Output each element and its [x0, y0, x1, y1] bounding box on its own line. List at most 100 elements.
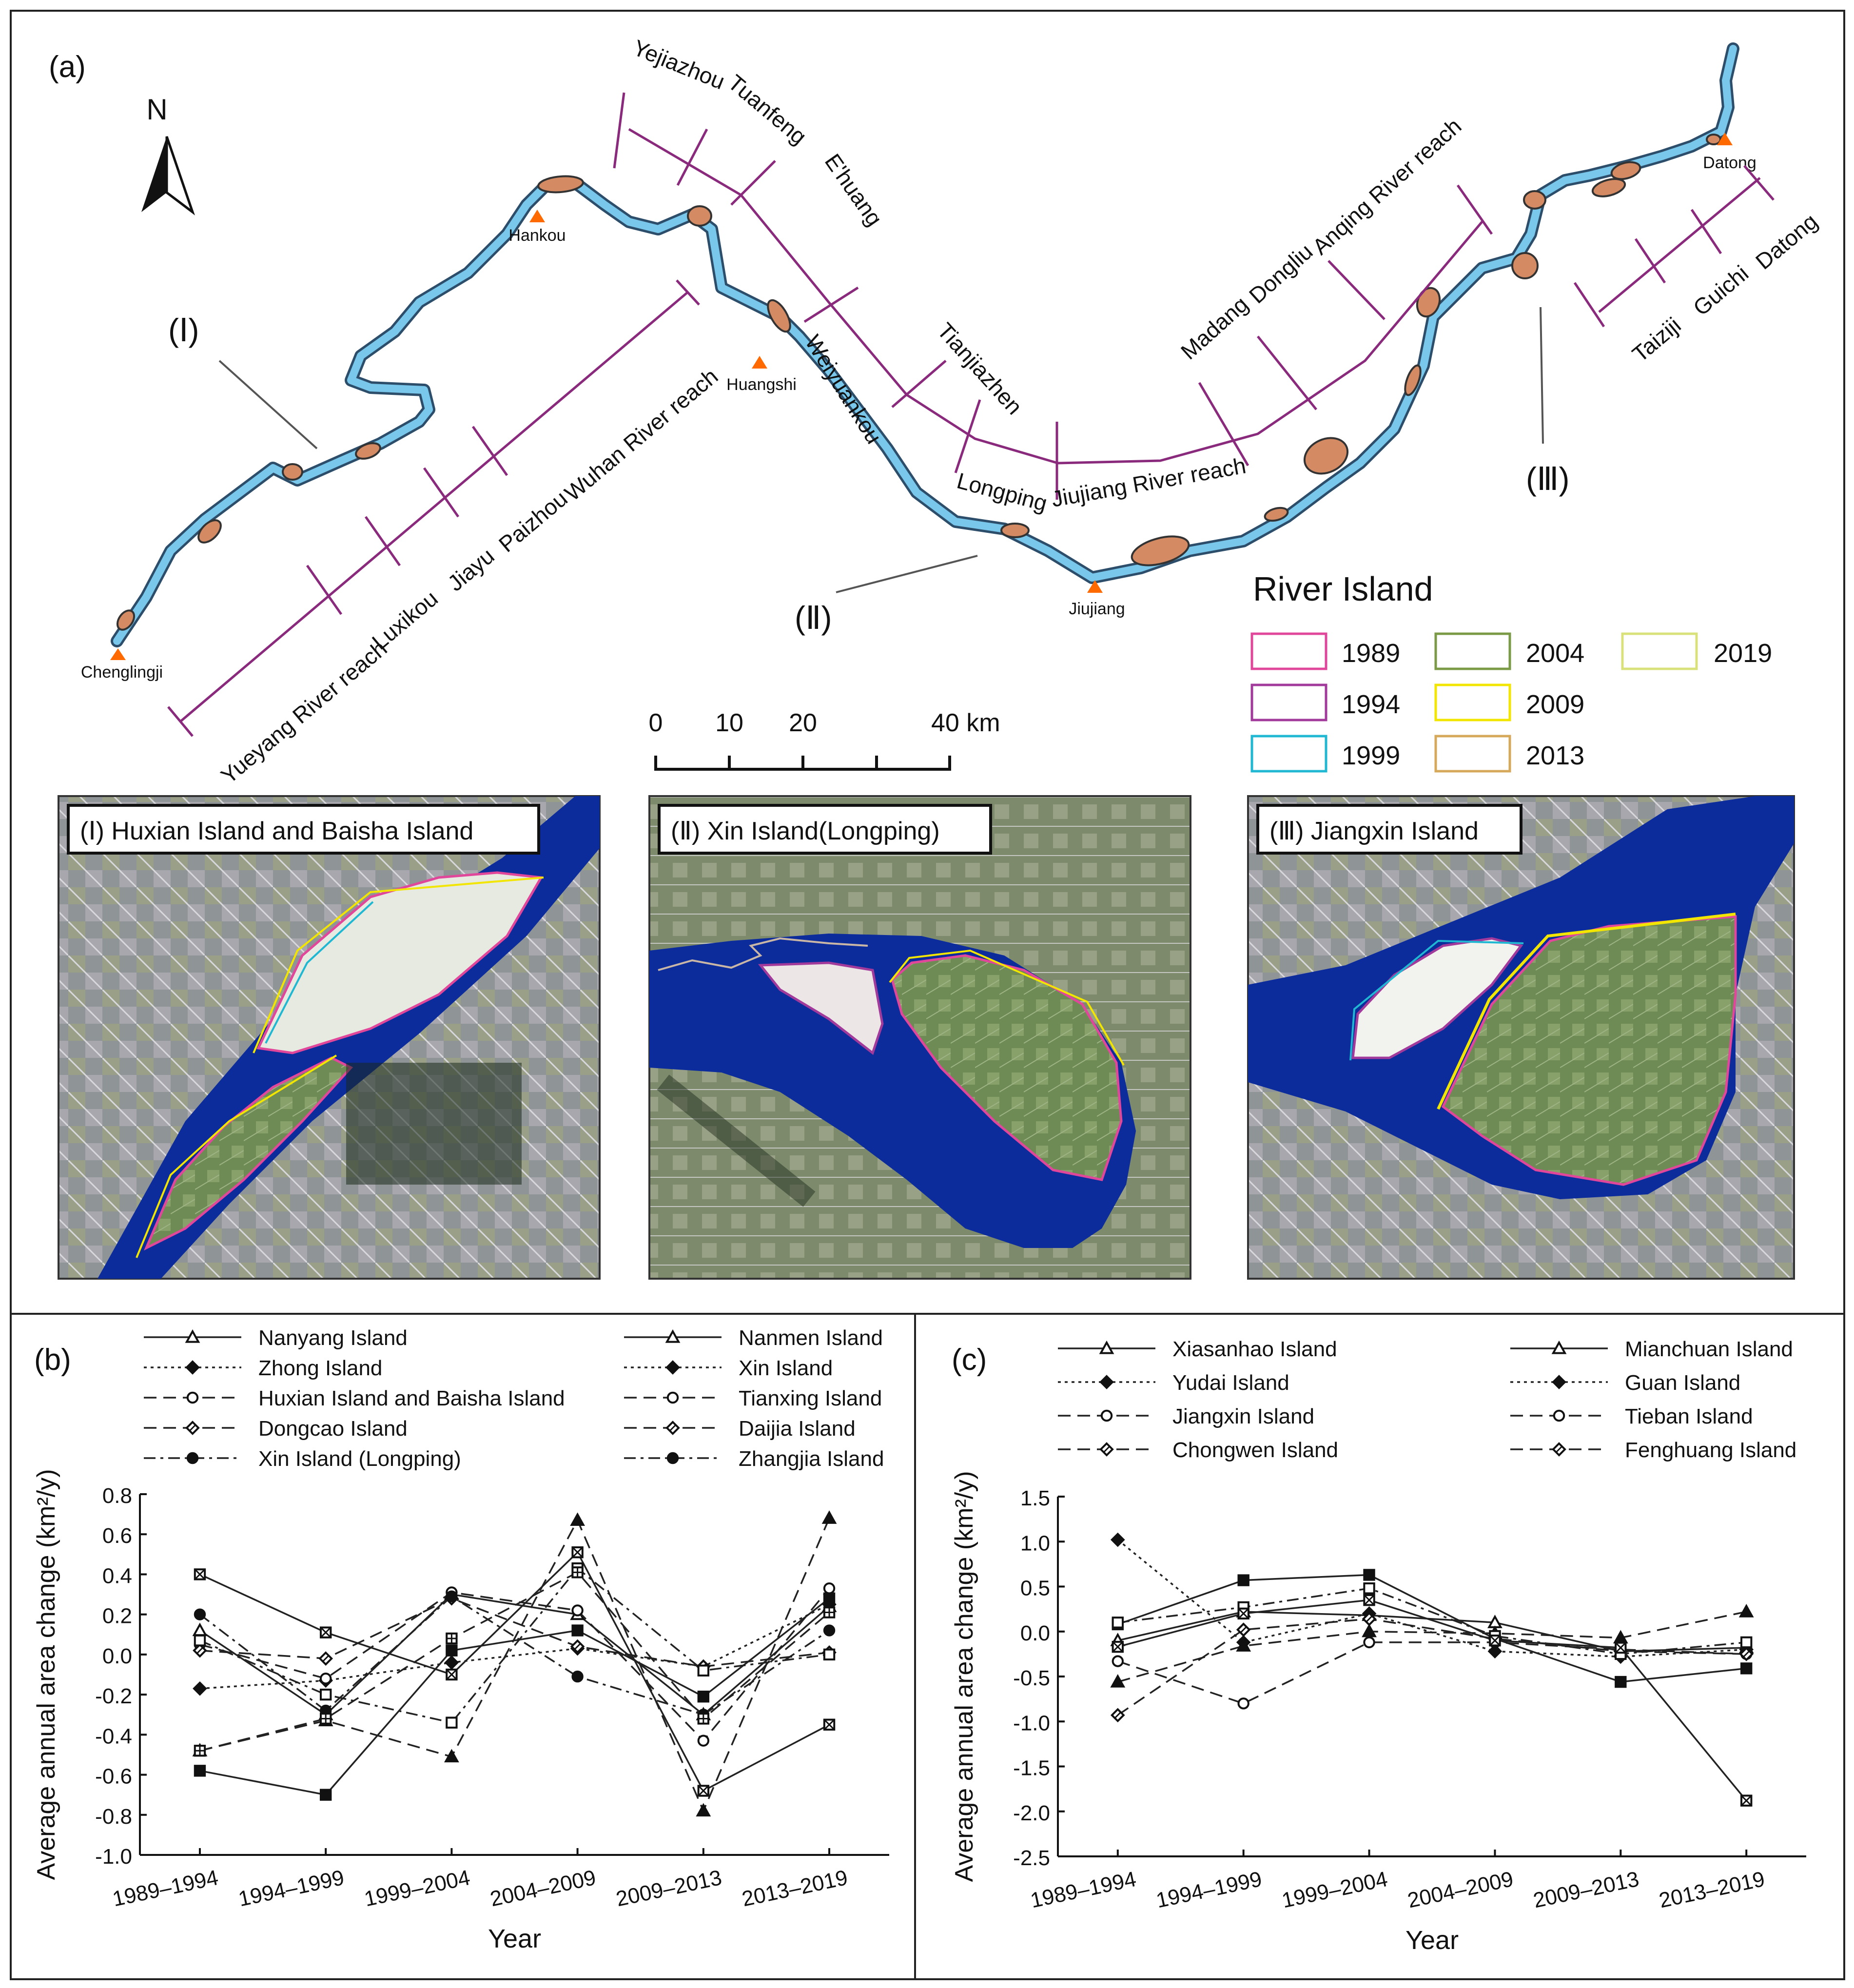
svg-text:0: 0	[649, 709, 663, 737]
legend-c: Xiasanhao Island Yudai Island Jiangxin Isl…	[1058, 1337, 1796, 1462]
legend-marker	[1099, 1340, 1114, 1354]
svg-text:Longping: Longping	[954, 468, 1050, 516]
legend-label: Guan Island	[1625, 1371, 1740, 1395]
legend-marker	[185, 1329, 200, 1343]
data-point	[1363, 1569, 1375, 1581]
legend-marker	[1553, 1409, 1565, 1422]
legend-label: Xin Island (Longping)	[258, 1447, 461, 1471]
y-tick-label: 0.4	[102, 1564, 132, 1588]
panel-a-map: (a) N	[49, 35, 1822, 1280]
data-point	[192, 1622, 208, 1637]
series-line	[1112, 1636, 1753, 1710]
svg-text:(Ⅲ): (Ⅲ)	[1526, 461, 1569, 497]
x-tick-label: 1994–1999	[236, 1866, 347, 1911]
svg-text:Dongliu: Dongliu	[1244, 238, 1318, 308]
x-axis-label: Year	[488, 1924, 541, 1953]
y-axis-label: Average annual area change (km²/y)	[950, 1471, 978, 1882]
data-point	[697, 1735, 710, 1747]
inset-xin-longping: (Ⅱ) Xin Island(Longping)	[648, 795, 1191, 1280]
x-tick-label: 1999–2004	[1280, 1867, 1390, 1913]
data-point	[1738, 1604, 1754, 1618]
legend-marker	[1100, 1409, 1113, 1422]
city-chenglingji: Chenglingji	[81, 648, 163, 682]
svg-text:Huangshi: Huangshi	[726, 375, 797, 394]
inset-huxian-baisha: (Ⅰ) Huxian Island and Baisha Island	[58, 795, 601, 1280]
data-point	[696, 1803, 711, 1817]
data-point	[446, 1716, 458, 1729]
y-tick-label: -0.5	[1013, 1666, 1050, 1690]
series-path	[1117, 1618, 1747, 1716]
data-point	[823, 1592, 836, 1604]
data-point	[194, 1568, 206, 1580]
y-tick-label: -0.8	[95, 1805, 132, 1829]
data-point	[823, 1624, 836, 1637]
y-tick-label: -1.0	[1013, 1711, 1050, 1735]
legend-entry: Huxian Island and Baisha Island	[144, 1386, 565, 1410]
data-point	[194, 1608, 206, 1620]
legend-entry: Yudai Island	[1058, 1371, 1289, 1395]
y-tick-label: 0.5	[1020, 1577, 1050, 1600]
series-line	[194, 1566, 836, 1757]
y-tick-label: -2.0	[1013, 1801, 1050, 1825]
series-line	[1110, 1604, 1754, 1688]
series-line	[192, 1586, 837, 1720]
x-tick-label: 2009–2013	[1531, 1867, 1641, 1913]
y-tick-label: 1.0	[1020, 1531, 1050, 1555]
data-point	[823, 1718, 836, 1731]
series-path	[199, 1603, 830, 1690]
legend-b: Nanyang Island Zhong Island Huxian Island …	[144, 1326, 884, 1471]
svg-text:Tuanfeng: Tuanfeng	[723, 70, 812, 150]
data-point	[193, 1643, 207, 1658]
series-line	[194, 1546, 836, 1797]
data-point	[1739, 1647, 1754, 1661]
svg-text:Yueyang River reach: Yueyang River reach	[216, 635, 392, 788]
reach-lines	[167, 92, 1775, 737]
river-islands	[116, 134, 1721, 631]
data-point	[1112, 1617, 1124, 1629]
data-point	[1110, 1708, 1125, 1723]
legend-label: Xiasanhao Island	[1172, 1337, 1337, 1361]
series-path	[199, 1595, 830, 1716]
data-point	[194, 1634, 206, 1647]
x-tick-label: 2004–2009	[1405, 1867, 1516, 1913]
data-point	[194, 1765, 206, 1777]
svg-text:Jiujiang: Jiujiang	[1069, 600, 1125, 618]
data-point	[1740, 1636, 1753, 1649]
legend-marker	[1552, 1375, 1566, 1389]
series-line	[194, 1562, 836, 1729]
data-point	[446, 1644, 458, 1657]
data-point	[823, 1648, 836, 1661]
series-path	[1117, 1641, 1747, 1705]
svg-text:Paizhou: Paizhou	[494, 486, 572, 557]
y-tick-label: 0.2	[102, 1604, 132, 1628]
x-tick-label: 2013–2019	[740, 1866, 850, 1911]
legend-marker	[665, 1421, 680, 1435]
x-tick-label: 2009–2013	[614, 1866, 724, 1911]
svg-text:1999: 1999	[1342, 741, 1400, 770]
data-point	[1363, 1582, 1375, 1595]
x-tick-label: 1999–2004	[362, 1866, 472, 1911]
data-point	[1740, 1662, 1753, 1675]
legend-entry: Xin Island	[624, 1356, 833, 1380]
legend-label: Huxian Island and Baisha Island	[258, 1386, 565, 1410]
data-point	[571, 1670, 584, 1683]
legend-marker	[1099, 1375, 1114, 1389]
data-point	[571, 1604, 584, 1617]
y-tick-label: 0.6	[102, 1524, 132, 1548]
series-line	[192, 1510, 837, 1817]
data-point	[1363, 1594, 1375, 1606]
data-point	[1237, 1697, 1249, 1710]
svg-text:Jiayu: Jiayu	[443, 543, 499, 596]
series-path	[1117, 1611, 1747, 1653]
series-path	[1117, 1539, 1747, 1658]
data-point	[1237, 1574, 1249, 1586]
data-point	[1110, 1674, 1126, 1688]
legend-entry: Guan Island	[1510, 1371, 1740, 1395]
data-point	[821, 1510, 837, 1524]
series-path	[1117, 1587, 1747, 1655]
svg-text:(Ⅱ): (Ⅱ)	[795, 600, 832, 636]
legend-marker	[1099, 1442, 1114, 1457]
data-point	[697, 1691, 710, 1703]
panel-b-chart: (b) Nanyang Island Zhong Island Huxian Isl…	[32, 1326, 889, 1953]
